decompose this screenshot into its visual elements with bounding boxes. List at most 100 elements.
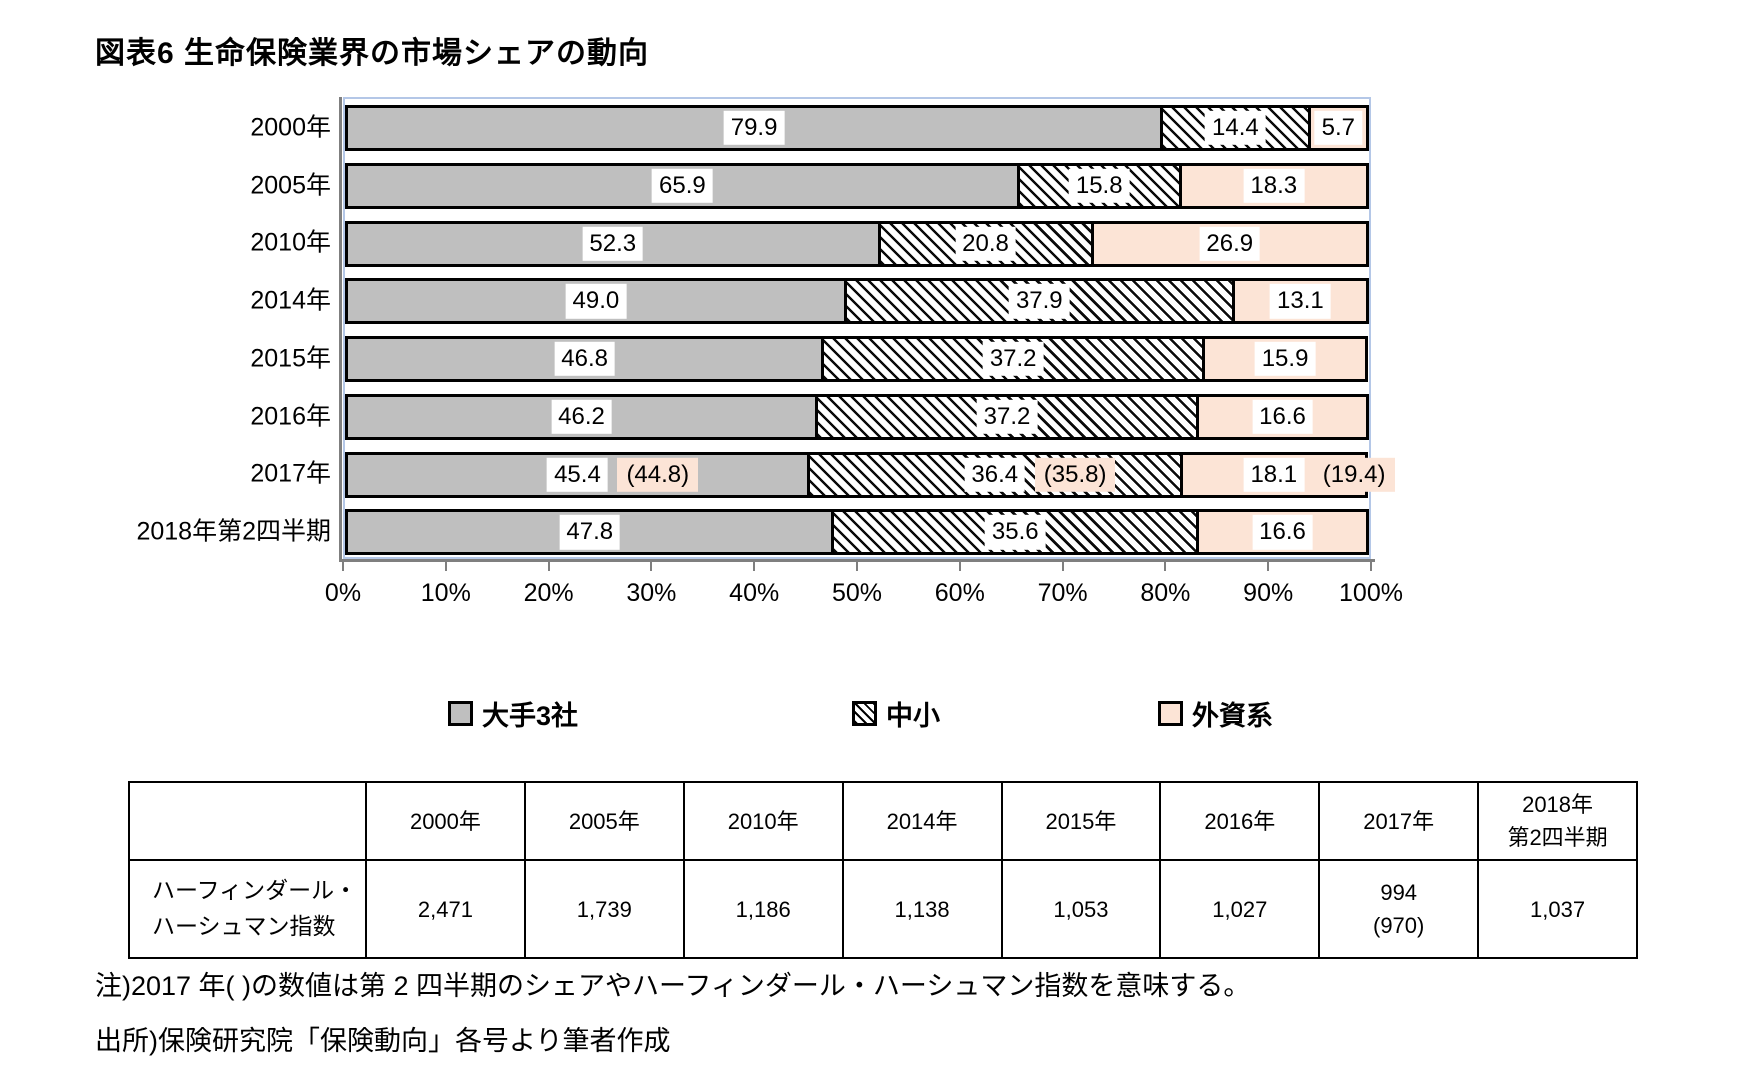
value-label: 5.7 [1314,110,1362,146]
segment-mid-small: 14.4 [1160,105,1311,151]
x-axis-tick-label: 0% [324,579,362,607]
table-value-cell: 1,053 [1000,859,1162,959]
value-label: 35.6 [984,515,1046,550]
x-axis-tick [958,562,961,571]
q2-value-label: (44.8) [617,457,699,492]
segment-major3: 47.8 [345,509,835,556]
segment-foreign: 15.9 [1202,336,1368,382]
x-axis-line [339,559,1375,562]
value-label: 65.9 [652,168,713,203]
bar-row: 45.4 (44.8) 36.4 (35.8) 18.1 (19.4) [345,446,1395,504]
segment-mid-small: 37.9 [843,278,1235,325]
value-label: 37.9 [1008,284,1070,319]
table-header-cell: 2000年 [365,781,526,861]
x-axis-tick-label: 60% [934,579,985,607]
x-axis-tick-label: 90% [1243,579,1294,607]
x-axis-tick-label: 40% [729,579,780,607]
value-label: 49.0 [565,284,627,319]
segment-major3: 45.4 (44.8) [345,451,810,498]
segment-mid-small: 20.8 [877,220,1094,267]
note-line: 注)2017 年( )の数値は第 2 四半期のシェアやハーフィンダール・ハーシュ… [95,971,1251,1001]
legend-label: 外資系 [1192,701,1273,731]
value-label: 26.9 [1199,226,1261,261]
table-header-cell: 2005年 [523,781,685,861]
segment-foreign: 16.6 [1196,393,1369,440]
y-axis-label: 2010年 [250,228,331,257]
x-axis-tick [650,562,653,571]
segment-foreign: 16.6 [1196,509,1369,556]
q2-value-label: (35.8) [1034,457,1116,492]
legend-item: 中小 [852,694,940,733]
value-label: 45.4 [547,457,608,492]
y-axis-label: 2014年 [250,286,331,315]
segment-major3: 49.0 [345,278,847,325]
legend-item: 大手3社 [448,694,578,733]
x-axis-tick [444,562,447,571]
x-axis-tick [342,562,344,571]
x-axis-tick [1267,562,1270,571]
table-header-cell: 2014年 [841,781,1003,861]
value-label: 46.2 [551,399,612,434]
value-label: 46.8 [554,341,615,377]
value-label: 36.4 [964,457,1026,492]
value-label: 16.6 [1252,515,1313,550]
q2-value-label: (19.4) [1313,457,1395,492]
value-label: 15.8 [1068,168,1130,203]
segment-major3: 46.2 [345,393,819,440]
legend-marker-icon [852,701,877,726]
segment-major3: 52.3 [345,220,881,267]
value-label: 52.3 [582,226,644,261]
legend-marker-icon [448,701,473,726]
x-axis-tick-label: 30% [626,579,677,607]
segment-foreign: 13.1 [1231,278,1369,325]
source-line: 出所)保険研究院「保険動向」各号より筆者作成 [95,1026,671,1056]
table-corner [128,781,367,861]
table-header-cell: 2015年 [1000,781,1162,861]
bar-row: 46.2 37.2 16.6 [345,388,1369,446]
legend-item: 外資系 [1158,694,1273,733]
segment-major3: 79.9 [345,105,1164,151]
value-label: 15.9 [1254,341,1316,377]
x-axis-tick-label: 80% [1140,579,1191,607]
segment-mid-small: 15.8 [1016,162,1182,209]
table-header-cell: 2016年 [1159,781,1321,861]
value-label: 16.6 [1252,399,1313,434]
segment-mid-small: 36.4 (35.8) [806,451,1183,498]
x-axis-tick [547,562,550,571]
x-axis-tick-label: 100% [1339,579,1403,607]
segment-mid-small: 37.2 [815,393,1199,440]
table-value-cell: 1,037 [1477,859,1638,959]
segment-foreign: 26.9 [1090,220,1369,267]
plot-area: 79.9 14.4 5.7 65.9 15.8 18.3 52.3 20.8 26.9 49.0 3… [343,97,1395,561]
y-axis-label: 2017年 [250,459,331,488]
segment-major3: 65.9 [345,162,1020,209]
segment-foreign: 5.7 [1307,105,1369,151]
y-axis-label: 2016年 [250,401,331,430]
x-axis-tick [856,562,858,571]
table-header-cell: 2010年 [682,781,844,861]
x-axis-tick [1061,562,1064,571]
bar-row: 49.0 37.9 13.1 [345,272,1369,330]
x-axis-tick-label: 20% [523,579,574,607]
y-axis-line [339,97,342,560]
table-header-cell: 2017年 [1318,781,1480,861]
bar-row: 47.8 35.6 16.6 [345,503,1369,561]
value-label: 18.1 [1243,457,1305,492]
hhi-table: 2000年 2005年 2010年 2014年 2015年 2016年 2017年 2018年… [128,781,1638,959]
bar-row: 52.3 20.8 26.9 [345,215,1369,273]
legend-label: 中小 [886,701,940,731]
x-axis-tick-label: 10% [420,579,471,607]
table-value-cell: 1,739 [523,859,685,959]
bar-row: 65.9 15.8 18.3 [345,157,1369,215]
segment-major3: 46.8 [345,336,825,382]
value-label: 18.3 [1243,168,1305,203]
y-axis-label: 2000年 [250,113,331,142]
legend-marker-icon [1158,701,1183,726]
table-row-label: ハーフィンダール・ ハーシュマン指数 [128,859,367,959]
value-label: 79.9 [723,110,785,146]
value-label: 13.1 [1270,284,1331,319]
x-axis-tick [753,562,756,571]
x-axis-tick [1370,562,1372,571]
figure-title: 図表6 生命保険業界の市場シェアの動向 [95,37,650,70]
table-value-cell: 994 (970) [1318,859,1480,959]
